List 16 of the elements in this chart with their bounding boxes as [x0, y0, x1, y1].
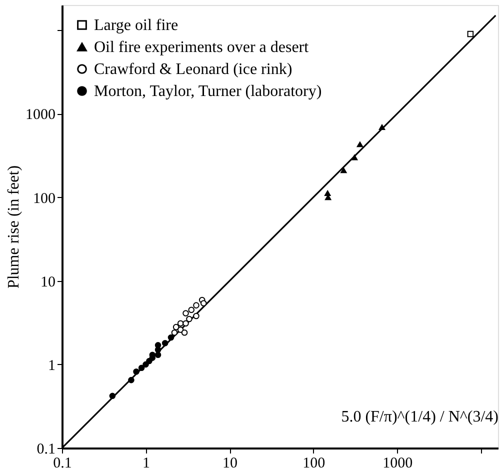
y-tick-label: 100 — [33, 190, 56, 207]
legend-label: Oil fire experiments over a desert — [94, 39, 310, 56]
legend-label: Crawford & Leonard (ice rink) — [94, 61, 292, 78]
y-tick-label: 0.1 — [36, 442, 56, 458]
x-tick-label: 1000 — [382, 456, 413, 472]
legend-label: Large oil fire — [94, 17, 178, 34]
y-tick-label: 1 — [48, 358, 56, 374]
x-tick-label: 0.1 — [53, 456, 72, 472]
legend-label: Morton, Taylor, Turner (laboratory) — [94, 83, 322, 100]
y-axis-title: Plume rise (in feet) — [6, 165, 22, 289]
y-tick-label: 1000 — [26, 107, 56, 124]
x-axis-title: 5.0 (F/π)^(1/4) / N^(3/4) — [341, 408, 498, 426]
y-tick-label: 10 — [40, 274, 56, 290]
x-tick-label: 10 — [222, 456, 238, 472]
x-tick-label: 100 — [302, 456, 326, 472]
x-tick-label: 1 — [142, 456, 150, 472]
